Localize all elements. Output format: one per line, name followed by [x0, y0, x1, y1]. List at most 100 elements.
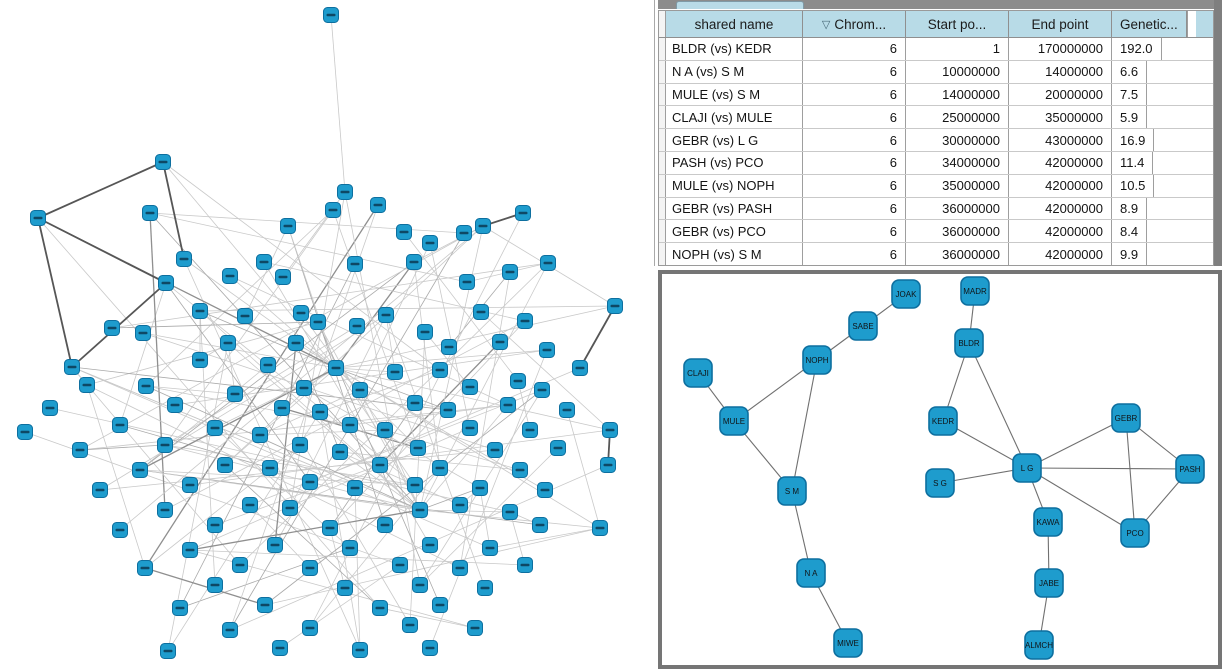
table-cell[interactable]: 20000000 — [1009, 83, 1112, 106]
table-cell[interactable]: 42000000 — [1009, 243, 1112, 265]
table-cell[interactable]: 6 — [803, 106, 906, 129]
table-cell[interactable]: GEBR (vs) PCO — [666, 220, 803, 243]
table-cell[interactable]: 10.5 — [1120, 178, 1146, 194]
filter-icon[interactable]: ▽ — [821, 18, 831, 31]
table-cell[interactable]: BLDR (vs) KEDR — [666, 38, 803, 60]
table-cell[interactable]: 6 — [803, 197, 906, 220]
table-cell[interactable]: 6.6 — [1120, 64, 1139, 80]
table-scrollbar-track[interactable] — [1186, 11, 1196, 37]
table-row[interactable]: MULE (vs) S M 6 14000000 20000000 7.5 — [659, 83, 1213, 107]
table-cell[interactable]: 8.9 — [1120, 200, 1139, 216]
table-cell[interactable]: 6 — [803, 60, 906, 83]
table-tab-fragment[interactable] — [676, 1, 804, 9]
table-scrollbar-track[interactable] — [1146, 243, 1156, 265]
table-cell[interactable]: MULE (vs) NOPH — [666, 174, 803, 197]
table-cell[interactable]: 30000000 — [906, 129, 1009, 151]
table-cell[interactable]: 14000000 — [906, 83, 1009, 106]
graph-node[interactable] — [796, 558, 826, 588]
graph-node[interactable] — [954, 328, 984, 358]
graph-node[interactable] — [960, 276, 990, 306]
table-row[interactable]: NOPH (vs) S M 6 36000000 42000000 9.9 — [659, 243, 1213, 265]
table-cell[interactable]: 6 — [803, 243, 906, 265]
graph-node[interactable] — [719, 406, 749, 436]
table-scrollbar-track[interactable] — [1146, 106, 1156, 129]
table-cell[interactable]: 43000000 — [1009, 129, 1112, 151]
graph-node[interactable] — [1034, 568, 1064, 598]
table-cell[interactable]: 170000000 — [1009, 38, 1112, 60]
table-cell[interactable]: 1 — [906, 38, 1009, 60]
graph-node[interactable] — [833, 628, 863, 658]
table-cell[interactable]: 14000000 — [1009, 60, 1112, 83]
graph-node[interactable] — [848, 311, 878, 341]
table-cell[interactable]: 6 — [803, 83, 906, 106]
table-cell[interactable]: 36000000 — [906, 243, 1009, 265]
table-cell[interactable]: NOPH (vs) S M — [666, 243, 803, 265]
table-row[interactable]: CLAJI (vs) MULE 6 25000000 35000000 5.9 — [659, 106, 1213, 130]
graph-node[interactable] — [1175, 454, 1205, 484]
table-scrollbar-track[interactable] — [1146, 220, 1156, 243]
table-scrollbar-track[interactable] — [1160, 38, 1170, 60]
table-cell[interactable]: PASH (vs) PCO — [666, 151, 803, 174]
table-row[interactable]: N A (vs) S M 6 10000000 14000000 6.6 — [659, 60, 1213, 84]
table-cell[interactable]: 7.5 — [1120, 86, 1139, 102]
graph-node[interactable] — [1012, 453, 1042, 483]
column-header-genetic[interactable]: Genetic... — [1112, 11, 1187, 37]
table-row[interactable]: GEBR (vs) PASH 6 36000000 42000000 8.9 — [659, 197, 1213, 221]
table-cell[interactable]: 42000000 — [1009, 151, 1112, 174]
table-cell[interactable]: 36000000 — [906, 197, 1009, 220]
graph-node[interactable] — [802, 345, 832, 375]
table-cell[interactable]: N A (vs) S M — [666, 60, 803, 83]
table-cell[interactable]: 42000000 — [1009, 197, 1112, 220]
column-header-end-point[interactable]: End point — [1009, 11, 1112, 37]
table-cell[interactable]: MULE (vs) S M — [666, 83, 803, 106]
table-cell[interactable]: 5.9 — [1120, 109, 1139, 125]
table-scrollbar-track[interactable] — [1146, 60, 1156, 83]
graph-node[interactable] — [891, 279, 921, 309]
graph-node[interactable] — [777, 476, 807, 506]
table-cell[interactable]: 35000000 — [1009, 106, 1112, 129]
table-cell[interactable]: GEBR (vs) PASH — [666, 197, 803, 220]
graph-node[interactable] — [1111, 403, 1141, 433]
table-cell[interactable]: GEBR (vs) L G — [666, 129, 803, 151]
table-cell[interactable]: 42000000 — [1009, 220, 1112, 243]
table-cell[interactable]: 34000000 — [906, 151, 1009, 174]
table-cell[interactable]: CLAJI (vs) MULE — [666, 106, 803, 129]
table-cell[interactable]: 6 — [803, 38, 906, 60]
table-cell[interactable]: 36000000 — [906, 220, 1009, 243]
table-row[interactable]: GEBR (vs) PCO 6 36000000 42000000 8.4 — [659, 220, 1213, 244]
table-cell[interactable]: 42000000 — [1009, 174, 1112, 197]
column-header-start-point[interactable]: Start po... — [906, 11, 1009, 37]
table-row[interactable]: MULE (vs) NOPH 6 35000000 42000000 10.5 — [659, 174, 1213, 198]
graph-node[interactable] — [683, 358, 713, 388]
overview-network-canvas[interactable] — [0, 0, 652, 669]
column-header-chromosome[interactable]: ▽ Chrom... — [803, 11, 906, 37]
graph-node[interactable] — [928, 406, 958, 436]
table-cell[interactable]: 25000000 — [906, 106, 1009, 129]
graph-node-label — [465, 385, 475, 389]
graph-node[interactable] — [1033, 507, 1063, 537]
table-row[interactable]: BLDR (vs) KEDR 6 1 170000000 192.0 — [659, 38, 1213, 61]
graph-node[interactable] — [925, 468, 955, 498]
table-scrollbar-track[interactable] — [1146, 197, 1156, 220]
table-cell[interactable]: 10000000 — [906, 60, 1009, 83]
table-cell[interactable]: 6 — [803, 129, 906, 151]
graph-node[interactable] — [1024, 630, 1054, 660]
table-row[interactable]: GEBR (vs) L G 6 30000000 43000000 16.9 — [659, 129, 1213, 152]
table-cell[interactable]: 16.9 — [1120, 132, 1146, 148]
table-scrollbar-track[interactable] — [1152, 151, 1162, 174]
table-cell[interactable]: 6 — [803, 151, 906, 174]
table-cell[interactable]: 6 — [803, 220, 906, 243]
table-cell[interactable]: 11.4 — [1120, 155, 1145, 171]
table-scrollbar-track[interactable] — [1146, 83, 1156, 106]
table-scrollbar-track[interactable] — [1153, 129, 1163, 151]
graph-node[interactable] — [1120, 518, 1150, 548]
table-cell[interactable]: 192.0 — [1120, 41, 1153, 57]
table-scrollbar-track[interactable] — [1153, 174, 1163, 197]
table-cell[interactable]: 6 — [803, 174, 906, 197]
table-cell[interactable]: 35000000 — [906, 174, 1009, 197]
table-row[interactable]: PASH (vs) PCO 6 34000000 42000000 11.4 — [659, 151, 1213, 175]
column-header-shared-name[interactable]: shared name — [666, 11, 803, 37]
table-cell[interactable]: 9.9 — [1120, 246, 1139, 262]
table-cell[interactable]: 8.4 — [1120, 223, 1139, 239]
